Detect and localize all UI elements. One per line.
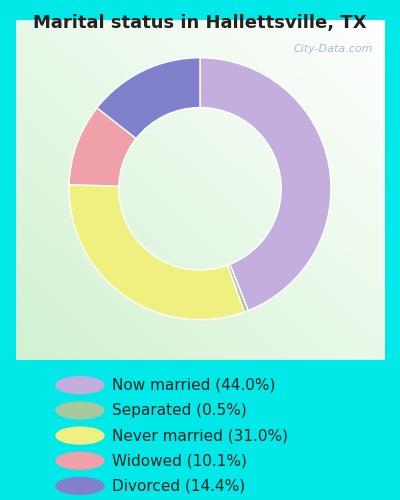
Text: Marital status in Hallettsville, TX: Marital status in Hallettsville, TX [33,14,367,32]
Text: Widowed (10.1%): Widowed (10.1%) [112,454,247,468]
Circle shape [56,478,104,494]
Circle shape [56,452,104,469]
Text: Now married (44.0%): Now married (44.0%) [112,378,275,392]
Wedge shape [97,58,200,138]
Wedge shape [69,108,136,186]
Wedge shape [200,58,331,310]
Text: Separated (0.5%): Separated (0.5%) [112,403,247,418]
Text: Divorced (14.4%): Divorced (14.4%) [112,478,245,494]
Wedge shape [228,264,248,312]
Text: City-Data.com: City-Data.com [294,44,373,54]
Wedge shape [69,184,244,320]
Circle shape [56,377,104,394]
Circle shape [56,427,104,444]
Text: Never married (31.0%): Never married (31.0%) [112,428,288,443]
Circle shape [56,402,104,419]
